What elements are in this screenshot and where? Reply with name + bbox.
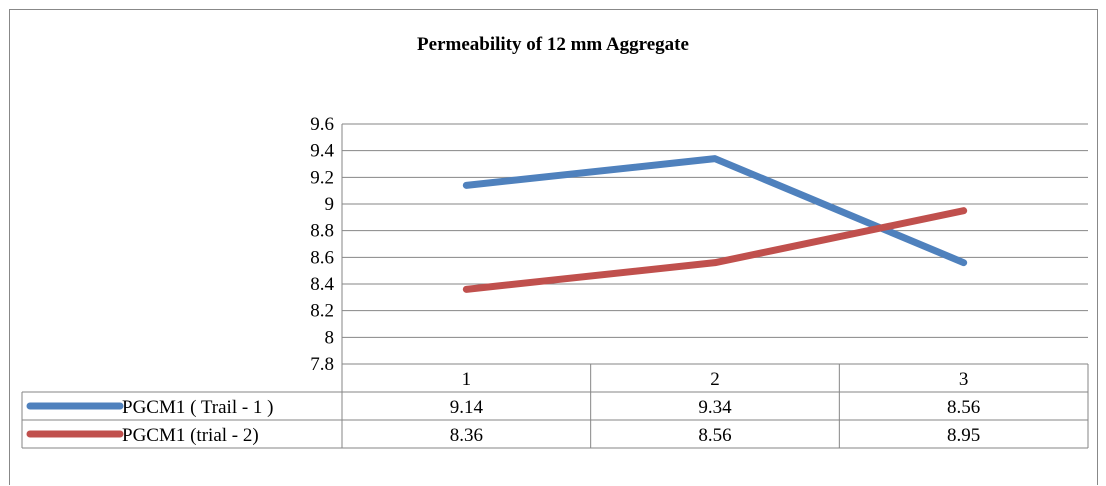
chart-title: Permeability of 12 mm Aggregate [417, 34, 689, 55]
y-tick-label: 9.4 [310, 141, 334, 162]
data-value: 9.14 [450, 397, 484, 418]
y-tick-label: 7.8 [310, 354, 334, 375]
y-axis-ticks: 9.6 9.4 9.2 9 8.8 8.6 8.4 8.2 8 7.8 [310, 114, 334, 375]
data-value: 8.56 [698, 425, 731, 446]
legend-label: PGCM1 ( Trail - 1 ) [122, 397, 274, 418]
data-value: 8.56 [947, 397, 980, 418]
data-value: 8.95 [947, 425, 980, 446]
data-table: 1 2 3 PGCM1 ( Trail - 1 ) 9.14 9.34 8.56 PGCM1 … [21, 364, 1089, 449]
y-tick-label: 9.2 [310, 167, 334, 188]
series-line [462, 155, 968, 267]
gridlines [341, 123, 1088, 365]
series-lines [462, 155, 968, 293]
y-tick-label: 8.6 [310, 247, 334, 268]
series-line [462, 207, 968, 293]
data-value: 9.34 [698, 397, 732, 418]
y-tick-label: 8.8 [310, 221, 334, 242]
data-value: 8.36 [450, 425, 483, 446]
y-tick-label: 8.2 [310, 301, 334, 322]
category-label: 1 [462, 369, 472, 390]
category-label: 2 [710, 369, 720, 390]
y-tick-label: 8.4 [310, 274, 334, 295]
chart-frame [9, 9, 1098, 485]
y-tick-label: 9 [325, 194, 335, 215]
legend-label: PGCM1 (trial - 2) [122, 425, 259, 446]
y-tick-label: 8 [325, 327, 335, 348]
y-tick-label: 9.6 [310, 114, 334, 135]
category-label: 3 [959, 369, 969, 390]
